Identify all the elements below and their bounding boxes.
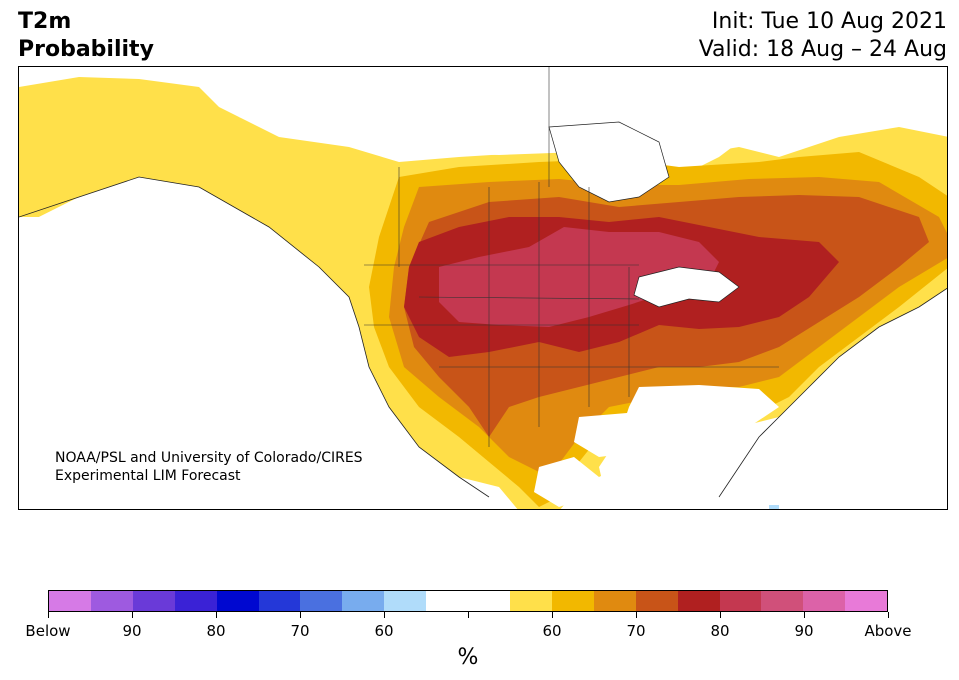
colorbar-segment [761, 591, 804, 611]
hudson-bay [548, 121, 670, 203]
colorbar-tick [300, 612, 301, 618]
data-credit: NOAA/PSL and University of Colorado/CIRE… [55, 449, 363, 485]
arctic-near-normal [219, 67, 619, 159]
colorbar-ticks [48, 612, 889, 620]
colorbar-segment [509, 591, 552, 611]
political-borders [364, 67, 779, 447]
colorbar-tick-label: 90 [122, 622, 142, 640]
pacific-ocean [19, 177, 498, 509]
colorbar-tick-label: 80 [206, 622, 226, 640]
colorbar-segment [551, 591, 594, 611]
colorbar-tick [636, 612, 637, 618]
colorbar-segment [132, 591, 175, 611]
colorbar-segment [845, 591, 888, 611]
colorbar-unit: % [457, 645, 479, 670]
below-normal-patch [769, 505, 779, 509]
colorbar-segment [803, 591, 846, 611]
product-label: Probability [18, 37, 154, 62]
forecast-map [18, 66, 948, 510]
colorbar-segment [426, 591, 469, 611]
colorbar-tick-label: 70 [290, 622, 310, 640]
map-svg [19, 67, 947, 509]
variable-label: T2m [18, 9, 72, 34]
coastlines [19, 176, 947, 498]
colorbar-tick [888, 612, 889, 618]
great-lakes [633, 266, 740, 308]
colorbar-tick [720, 612, 721, 618]
colorbar-tick [48, 612, 49, 618]
colorbar-tick [216, 612, 217, 618]
colorbar-tick-label: 80 [710, 622, 730, 640]
colorbar-tick-label: 60 [374, 622, 394, 640]
colorbar-segment [468, 591, 510, 611]
colorbar-tick-label: Below [25, 622, 71, 640]
colorbar-tick [552, 612, 553, 618]
date-info: Init: Tue 10 Aug 2021 Valid: 18 Aug – 24… [699, 8, 947, 64]
valid-range: Valid: 18 Aug – 24 Aug [698, 37, 947, 62]
colorbar-tick-label: 70 [626, 622, 646, 640]
colorbar-tick-label: 60 [542, 622, 562, 640]
colorbar-tick [384, 612, 385, 618]
colorbar-tick [132, 612, 133, 618]
colorbar-tick-label: 90 [794, 622, 814, 640]
colorbar-segment [593, 591, 636, 611]
colorbar-segment [677, 591, 720, 611]
colorbar-segment [174, 591, 217, 611]
colorbar-segment [635, 591, 678, 611]
colorbar [48, 590, 888, 612]
colorbar-segment [216, 591, 259, 611]
colorbar-segment [384, 591, 427, 611]
atlantic-ocean [710, 288, 947, 509]
init-date: Init: Tue 10 Aug 2021 [711, 9, 947, 34]
mexico-near-normal [534, 457, 599, 507]
colorbar-tick-label: Above [864, 622, 912, 640]
gulf-water [574, 412, 669, 457]
credit-line-2: Experimental LIM Forecast [55, 468, 241, 484]
colorbar-segment [342, 591, 385, 611]
colorbar-segment [49, 591, 91, 611]
prob-90-region [439, 227, 719, 327]
colorbar-segment [258, 591, 301, 611]
colorbar-segment [719, 591, 762, 611]
colorbar-tick [804, 612, 805, 618]
chart-title: T2m Probability [18, 8, 154, 64]
colorbar-segment [90, 591, 133, 611]
credit-line-1: NOAA/PSL and University of Colorado/CIRE… [55, 450, 363, 466]
colorbar-segment [300, 591, 343, 611]
colorbar-tick [468, 612, 469, 618]
